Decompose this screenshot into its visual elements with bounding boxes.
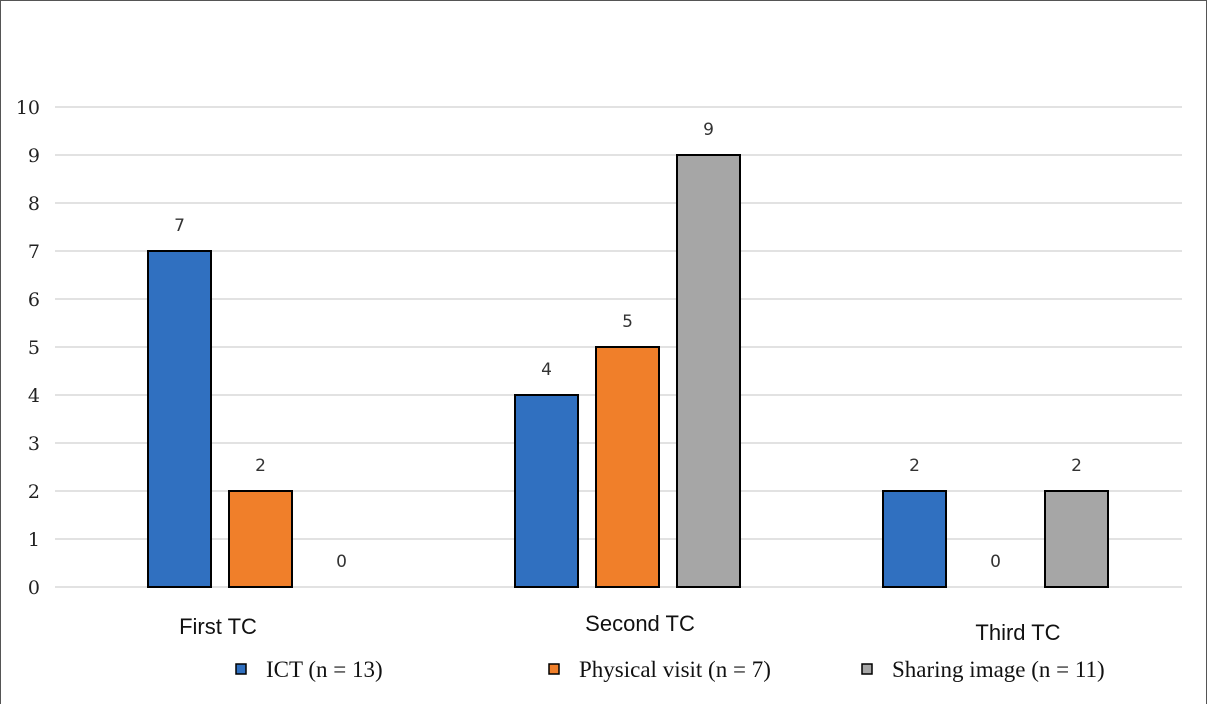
bar-second-tc-series-1 bbox=[514, 394, 579, 588]
data-label: 0 bbox=[990, 552, 1001, 572]
data-label: 5 bbox=[622, 312, 633, 332]
data-label: 0 bbox=[336, 552, 347, 572]
y-tick-label: 9 bbox=[28, 145, 40, 167]
y-tick-label: 6 bbox=[28, 289, 40, 311]
y-tick-label: 5 bbox=[28, 337, 40, 359]
bar-first-tc-series-2 bbox=[228, 490, 293, 588]
y-tick-label: 10 bbox=[16, 97, 40, 119]
legend-swatch bbox=[235, 663, 247, 675]
y-tick-label: 0 bbox=[28, 577, 40, 599]
legend-swatch bbox=[861, 663, 873, 675]
data-label: 4 bbox=[541, 360, 552, 380]
legend-item: Physical visit (n = 7) bbox=[548, 657, 771, 682]
y-tick-label: 7 bbox=[28, 241, 40, 263]
data-labels: 7 2 0 4 5 9 2 0 2 bbox=[174, 120, 1082, 572]
legend-item: Sharing image (n = 11) bbox=[861, 657, 1105, 682]
bar-second-tc-series-3 bbox=[676, 154, 741, 588]
category-label: Third TC bbox=[975, 620, 1060, 645]
y-tick-label: 2 bbox=[28, 481, 40, 503]
data-label: 9 bbox=[703, 120, 714, 140]
y-tick-label: 8 bbox=[28, 193, 40, 215]
y-tick-label: 1 bbox=[28, 529, 40, 551]
legend: ICT (n = 13) Physical visit (n = 7) Sharin… bbox=[235, 657, 1105, 682]
legend-item: ICT (n = 13) bbox=[235, 657, 383, 682]
data-label: 7 bbox=[174, 216, 185, 236]
bar-second-tc-series-2 bbox=[595, 346, 660, 588]
bar-third-tc-series-3 bbox=[1044, 490, 1109, 588]
legend-swatch bbox=[548, 663, 560, 675]
y-tick-label: 4 bbox=[28, 385, 40, 407]
y-axis-ticks: 0 1 2 3 4 5 6 7 8 9 10 bbox=[16, 97, 40, 599]
category-label: First TC bbox=[179, 614, 257, 639]
data-label: 2 bbox=[255, 456, 266, 476]
legend-label: ICT (n = 13) bbox=[266, 657, 383, 682]
legend-label: Sharing image (n = 11) bbox=[892, 657, 1105, 682]
legend-label: Physical visit (n = 7) bbox=[579, 657, 771, 682]
data-label: 2 bbox=[1071, 456, 1082, 476]
bars bbox=[147, 154, 1109, 588]
bar-first-tc-series-1 bbox=[147, 250, 212, 588]
category-labels: First TC Second TC Third TC bbox=[179, 611, 1061, 645]
y-tick-label: 3 bbox=[28, 433, 40, 455]
data-label: 2 bbox=[909, 456, 920, 476]
bar-third-tc-series-1 bbox=[882, 490, 947, 588]
category-label: Second TC bbox=[585, 611, 695, 636]
